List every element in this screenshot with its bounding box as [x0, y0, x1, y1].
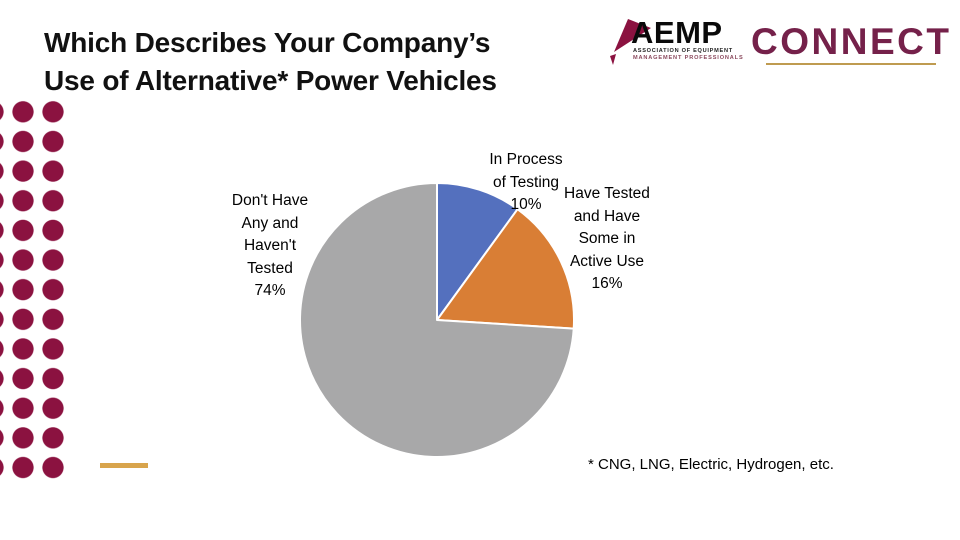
pie-slice-2: [299, 182, 575, 458]
dot-pattern-decoration: [0, 97, 68, 483]
aemp-tagline-line1: ASSOCIATION OF EQUIPMENT: [633, 48, 733, 54]
pie-slice-1: [436, 208, 575, 330]
pie-chart: [299, 182, 575, 458]
connect-underline: [766, 63, 936, 65]
pie-slice-0: [436, 182, 519, 321]
aemp-tagline-line2: MANAGEMENT PROFESSIONALS: [633, 55, 744, 61]
aemp-flag-icon: [610, 19, 651, 65]
gold-dash-decoration: [100, 463, 148, 468]
footnote: * CNG, LNG, Electric, Hydrogen, etc.: [588, 456, 834, 473]
slide-title: Which Describes Your Company’s Use of Al…: [44, 27, 497, 96]
aemp-wordmark: AEMP: [631, 15, 723, 50]
connect-wordmark: CONNECT: [751, 21, 952, 62]
